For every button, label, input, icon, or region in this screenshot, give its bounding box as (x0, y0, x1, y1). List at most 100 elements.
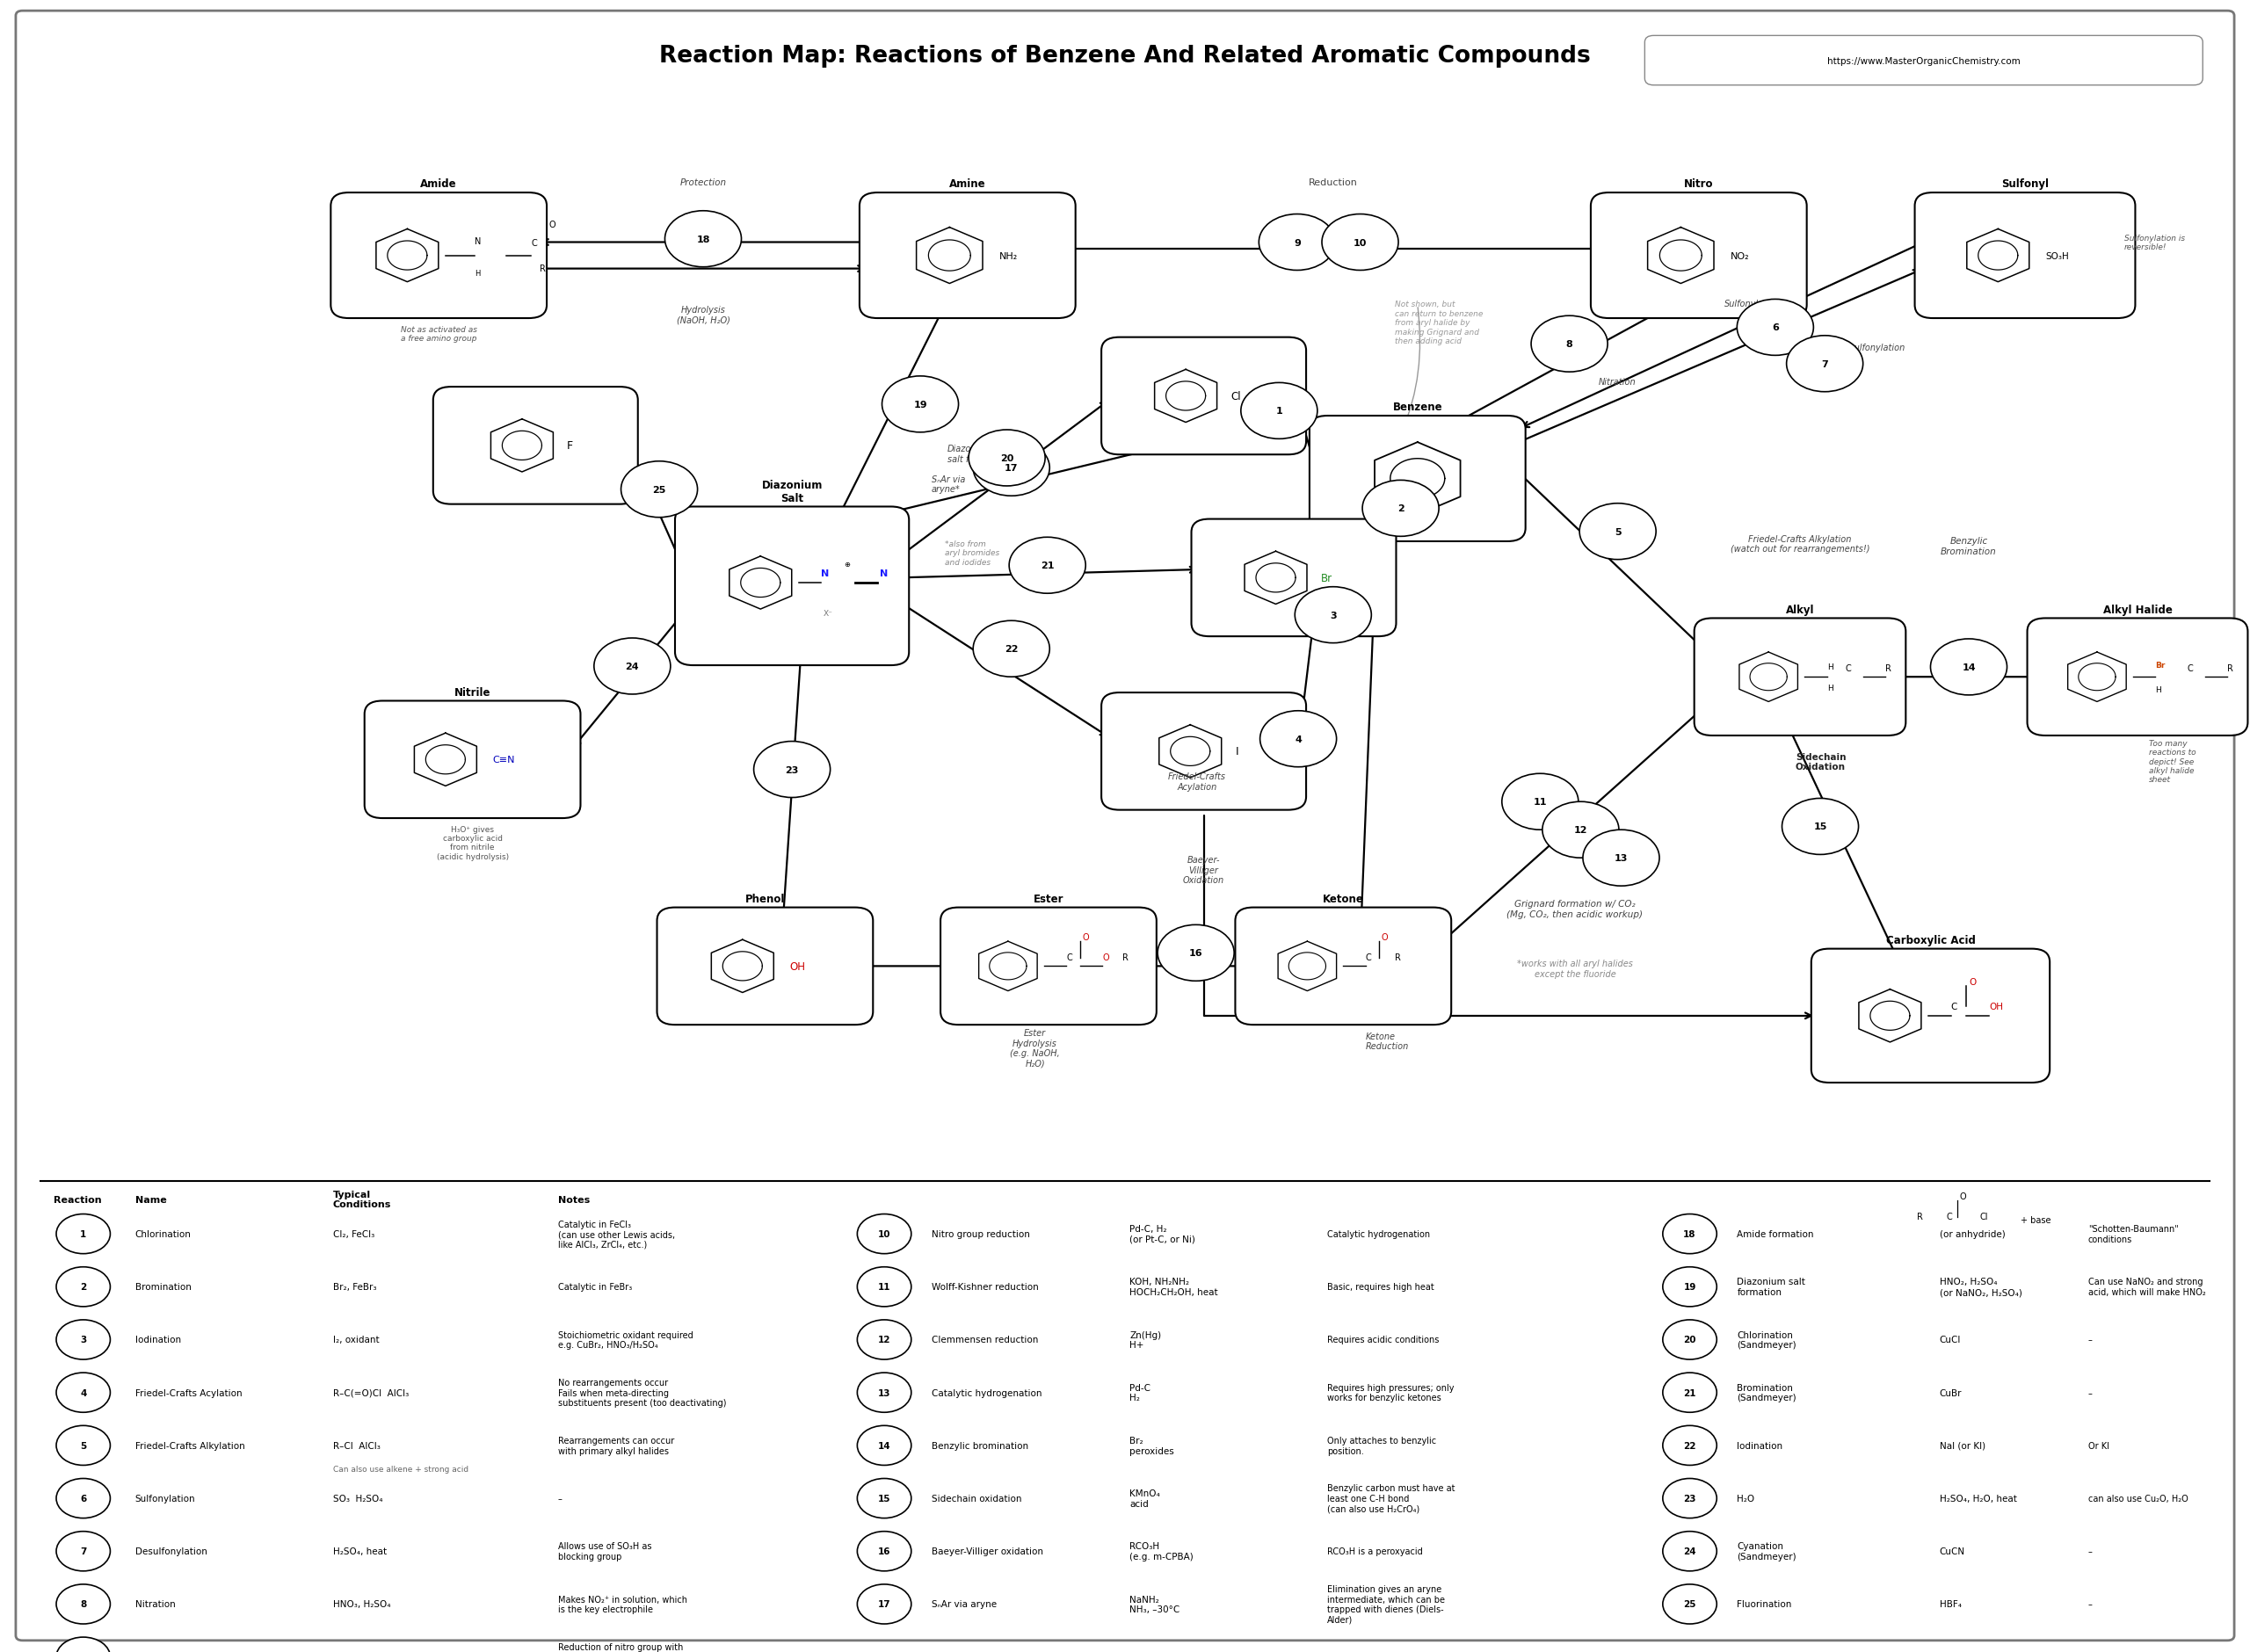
Text: Cl: Cl (1980, 1213, 1989, 1221)
Text: C: C (2187, 664, 2194, 672)
Text: 13: 13 (1613, 854, 1629, 862)
Text: Only attaches to benzylic
position.: Only attaches to benzylic position. (1327, 1436, 1436, 1455)
Circle shape (857, 1267, 911, 1307)
Text: 9: 9 (1294, 238, 1300, 248)
Text: Desulfonylation: Desulfonylation (1838, 344, 1906, 352)
FancyBboxPatch shape (432, 388, 639, 506)
Text: Friedel-Crafts Alkylation: Friedel-Crafts Alkylation (135, 1441, 245, 1450)
Text: H: H (2156, 686, 2162, 694)
Text: Amine: Amine (950, 178, 986, 190)
Circle shape (857, 1531, 911, 1571)
Text: Reaction: Reaction (54, 1194, 101, 1204)
Text: OH: OH (790, 961, 806, 971)
Text: Ester
Hydrolysis
(e.g. NaOH,
H₂O): Ester Hydrolysis (e.g. NaOH, H₂O) (1010, 1028, 1060, 1067)
Circle shape (1008, 539, 1084, 595)
Circle shape (621, 461, 698, 519)
Circle shape (56, 1479, 110, 1518)
Text: Catalytic in FeBr₃: Catalytic in FeBr₃ (558, 1282, 632, 1292)
Text: *also from
aryl bromides
and iodides: *also from aryl bromides and iodides (945, 540, 999, 567)
Text: Grignard formation w/ CO₂
(Mg, CO₂, then acidic workup): Grignard formation w/ CO₂ (Mg, CO₂, then… (1508, 899, 1642, 919)
Text: R: R (540, 264, 547, 273)
Text: N: N (475, 238, 481, 246)
Circle shape (56, 1426, 110, 1465)
Text: O: O (1382, 933, 1388, 942)
Text: 6: 6 (1771, 324, 1780, 332)
Text: R–C(=O)Cl  AlCl₃: R–C(=O)Cl AlCl₃ (333, 1388, 410, 1398)
Text: 2: 2 (1397, 504, 1404, 514)
Text: 10: 10 (1352, 238, 1368, 248)
Text: SₙAr via aryne: SₙAr via aryne (931, 1599, 997, 1609)
Text: SO₃H: SO₃H (2045, 251, 2068, 261)
FancyBboxPatch shape (331, 193, 547, 319)
Text: 24: 24 (626, 662, 639, 671)
Circle shape (1296, 588, 1372, 644)
Text: CuCN: CuCN (1939, 1546, 1964, 1556)
Text: Protection: Protection (680, 178, 727, 187)
Text: 17: 17 (1004, 464, 1019, 472)
Text: Requires high pressures; only
works for benzylic ketones: Requires high pressures; only works for … (1327, 1383, 1454, 1403)
Text: OH: OH (1989, 1003, 2002, 1011)
Text: 15: 15 (1814, 823, 1827, 831)
Text: 14: 14 (878, 1441, 891, 1450)
Text: 7: 7 (81, 1546, 86, 1556)
Text: Diazonium salt
formation: Diazonium salt formation (1737, 1277, 1805, 1297)
Circle shape (56, 1531, 110, 1571)
FancyBboxPatch shape (940, 909, 1156, 1024)
FancyBboxPatch shape (1915, 193, 2135, 319)
Circle shape (1157, 925, 1233, 981)
Text: H₂SO₄, H₂O, heat: H₂SO₄, H₂O, heat (1939, 1493, 2016, 1503)
Text: Elimination gives an aryne
intermediate, which can be
trapped with dienes (Diels: Elimination gives an aryne intermediate,… (1327, 1584, 1444, 1624)
Text: Ester: Ester (1033, 894, 1064, 905)
Circle shape (56, 1373, 110, 1412)
Text: Pd-C
H₂: Pd-C H₂ (1130, 1383, 1150, 1403)
Circle shape (857, 1426, 911, 1465)
Text: 11: 11 (1532, 798, 1548, 806)
Text: 18: 18 (695, 235, 711, 244)
Text: H₃O⁺ gives
carboxylic acid
from nitrile
(acidic hydrolysis): H₃O⁺ gives carboxylic acid from nitrile … (436, 824, 508, 861)
Text: 19: 19 (914, 400, 927, 410)
FancyBboxPatch shape (1645, 36, 2203, 86)
Text: 15: 15 (878, 1493, 891, 1503)
FancyBboxPatch shape (1309, 416, 1526, 542)
Circle shape (857, 1479, 911, 1518)
Text: 23: 23 (1683, 1493, 1697, 1503)
Text: Or KI: Or KI (2088, 1441, 2108, 1450)
FancyBboxPatch shape (1811, 948, 2050, 1084)
Text: Bromination: Bromination (135, 1282, 191, 1292)
Circle shape (857, 1584, 911, 1624)
Circle shape (1364, 481, 1440, 537)
Text: 6: 6 (81, 1493, 86, 1503)
Text: Friedel-Crafts Alkylation
(watch out for rearrangements!): Friedel-Crafts Alkylation (watch out for… (1730, 535, 1870, 553)
Text: 10: 10 (878, 1229, 891, 1239)
Text: 1: 1 (81, 1229, 86, 1239)
Text: KOH, NH₂NH₂
HOCH₂CH₂OH, heat: KOH, NH₂NH₂ HOCH₂CH₂OH, heat (1130, 1277, 1217, 1297)
Text: Bromination
(Sandmeyer): Bromination (Sandmeyer) (1737, 1383, 1796, 1403)
FancyBboxPatch shape (2027, 620, 2248, 737)
Circle shape (754, 742, 830, 798)
Text: Makes NO₂⁺ in solution, which
is the key electrophile: Makes NO₂⁺ in solution, which is the key… (558, 1594, 686, 1614)
Text: Clemmensen reduction: Clemmensen reduction (931, 1335, 1037, 1345)
FancyBboxPatch shape (675, 507, 909, 666)
Text: NH₂: NH₂ (999, 251, 1017, 261)
Text: 8: 8 (81, 1599, 86, 1609)
Text: R: R (2228, 664, 2234, 672)
Text: 21: 21 (1040, 562, 1055, 570)
FancyBboxPatch shape (1102, 694, 1305, 809)
Text: NaI (or KI): NaI (or KI) (1939, 1441, 1984, 1450)
Text: 4: 4 (1294, 735, 1303, 743)
Text: 16: 16 (1188, 948, 1204, 958)
Text: Can also use alkene + strong acid: Can also use alkene + strong acid (333, 1465, 468, 1474)
Text: 22: 22 (1004, 644, 1019, 654)
Circle shape (1663, 1531, 1717, 1571)
Text: Alkyl: Alkyl (1786, 605, 1814, 616)
Text: 13: 13 (878, 1388, 891, 1398)
Text: ⊕: ⊕ (844, 560, 850, 568)
Text: O: O (1082, 933, 1089, 942)
Circle shape (1737, 301, 1814, 357)
Circle shape (1242, 383, 1318, 439)
Text: Br: Br (2156, 661, 2164, 669)
Text: O: O (1969, 978, 1975, 986)
Text: C: C (531, 240, 538, 248)
Text: Diazonium
salt formation: Diazonium salt formation (947, 444, 1008, 463)
Text: + base: + base (2020, 1216, 2050, 1224)
